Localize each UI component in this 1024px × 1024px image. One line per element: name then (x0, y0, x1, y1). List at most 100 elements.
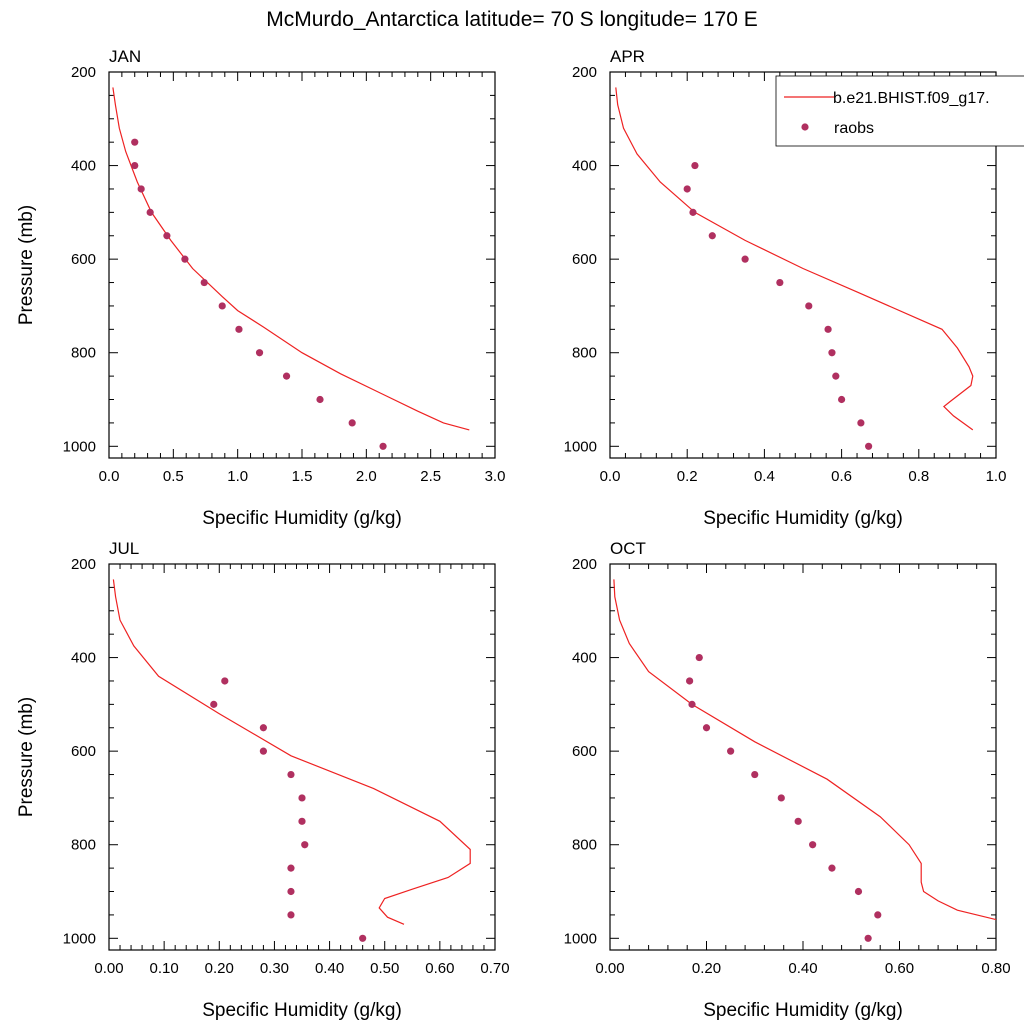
raobs-point (181, 255, 189, 263)
raobs-point (255, 349, 264, 357)
raobs-point (727, 747, 735, 755)
legend-model-label: b.e21.BHIST.f09_g17. (833, 90, 990, 107)
plot-frame-jan (108, 71, 496, 459)
raobs-point (751, 770, 759, 779)
raobs-point (828, 864, 836, 872)
x-tick-label: 0.60 (425, 960, 454, 977)
raobs-point (348, 419, 356, 427)
raobs-point (776, 278, 784, 287)
model-line-apr (615, 87, 974, 431)
plot-frame-oct (609, 563, 997, 951)
raobs-point (686, 677, 694, 685)
raobs-point (824, 325, 832, 333)
plot-frame-apr (609, 71, 997, 459)
x-axis-label: Specific Humidity (g/kg) (202, 1000, 402, 1021)
raobs-point (865, 442, 873, 450)
raobs-point (287, 770, 295, 779)
model-line-jul (112, 579, 471, 925)
panel-apr: APR 0.0 0.2 0.4 0.6 0.8 1.0 200 400 600 800 1000 Spe… (564, 47, 1007, 529)
raobs-point (146, 208, 154, 216)
raobs-point (708, 232, 716, 240)
x-axis-label: Specific Humidity (g/kg) (202, 508, 402, 529)
raobs-point (379, 442, 387, 450)
raobs-point (282, 372, 291, 380)
x-tick-label: 0.00 (595, 960, 624, 977)
y-tick-label: 400 (572, 158, 597, 175)
raobs-point (857, 419, 865, 427)
y-tick-label: 400 (71, 650, 96, 667)
raobs-point (688, 700, 696, 708)
raobs-point (695, 653, 703, 662)
x-tick-label: 0.0 (99, 468, 120, 485)
raobs-point (259, 747, 267, 755)
y-tick-label: 600 (572, 743, 597, 760)
raobs-point (838, 395, 846, 404)
x-tick-label: 0.6 (831, 468, 852, 485)
y-tick-label: 1000 (63, 438, 96, 455)
panel-title-apr: APR (610, 47, 645, 66)
y-tick-label: 800 (572, 837, 597, 854)
x-tick-label: 0.5 (163, 468, 184, 485)
raobs-point (691, 161, 699, 170)
x-tick-label: 0.10 (150, 960, 179, 977)
y-tick-label: 400 (71, 158, 96, 175)
x-tick-label: 0.20 (205, 960, 234, 977)
y-tick-label: 600 (572, 251, 597, 268)
x-tick-label: 0.40 (315, 960, 344, 977)
y-tick-label: 400 (572, 650, 597, 667)
x-tick-label: 0.60 (885, 960, 914, 977)
raobs-point (702, 724, 711, 732)
raobs-point (131, 161, 139, 170)
y-axis-label: Pressure (mb) (16, 205, 37, 325)
y-tick-label: 1000 (63, 930, 96, 947)
raobs-point (163, 232, 171, 240)
raobs-point (864, 934, 872, 942)
panel-title-jul: JUL (109, 539, 139, 558)
y-tick-label: 1000 (564, 930, 597, 947)
legend-obs-label: raobs (834, 120, 874, 137)
legend-box (775, 75, 1024, 147)
x-tick-label: 0.80 (981, 960, 1010, 977)
x-tick-label: 0.8 (908, 468, 929, 485)
model-line-oct (613, 579, 996, 921)
y-tick-label: 800 (71, 345, 96, 362)
x-tick-label: 0.4 (754, 468, 775, 485)
raobs-point (287, 887, 295, 896)
legend-marker-swatch (801, 123, 809, 131)
raobs-point (809, 841, 817, 849)
raobs-point (805, 302, 813, 310)
x-tick-label: 0.40 (788, 960, 817, 977)
raobs-point (221, 677, 229, 685)
raobs-point (259, 724, 267, 732)
y-tick-label: 800 (71, 837, 96, 854)
x-tick-label: 2.5 (420, 468, 441, 485)
y-tick-label: 1000 (564, 438, 597, 455)
raobs-point (794, 817, 802, 825)
x-tick-label: 2.0 (356, 468, 377, 485)
raobs-point (137, 185, 145, 193)
x-tick-label: 0.2 (677, 468, 698, 485)
raobs-point (218, 302, 226, 310)
figure-title: McMurdo_Antarctica latitude= 70 S longit… (266, 8, 757, 31)
panel-title-jan: JAN (109, 47, 141, 66)
x-axis-label: Specific Humidity (g/kg) (703, 508, 903, 529)
chart-panels: JAN 0.0 0.5 1.0 1.5 2.0 2.5 3.0 200 400 600 800 1000… (16, 47, 1011, 1021)
x-tick-label: 1.0 (227, 468, 248, 485)
model-line-jan (112, 87, 470, 431)
raobs-point (298, 817, 306, 825)
y-tick-label: 600 (71, 251, 96, 268)
raobs-point (235, 325, 243, 333)
raobs-point (874, 911, 882, 919)
y-tick-label: 200 (572, 556, 597, 573)
panel-oct: OCT 0.00 0.20 0.40 0.60 0.80 200 400 600 800 1000 S… (564, 539, 1011, 1021)
x-tick-label: 0.0 (600, 468, 621, 485)
raobs-point (298, 794, 306, 802)
x-tick-label: 0.30 (260, 960, 289, 977)
panel-jan: JAN 0.0 0.5 1.0 1.5 2.0 2.5 3.0 200 400 600 800 1000… (16, 47, 505, 529)
y-tick-label: 800 (572, 345, 597, 362)
raobs-point (287, 864, 295, 872)
x-axis-label: Specific Humidity (g/kg) (703, 1000, 903, 1021)
y-tick-label: 200 (572, 64, 597, 81)
raobs-point (854, 887, 863, 896)
